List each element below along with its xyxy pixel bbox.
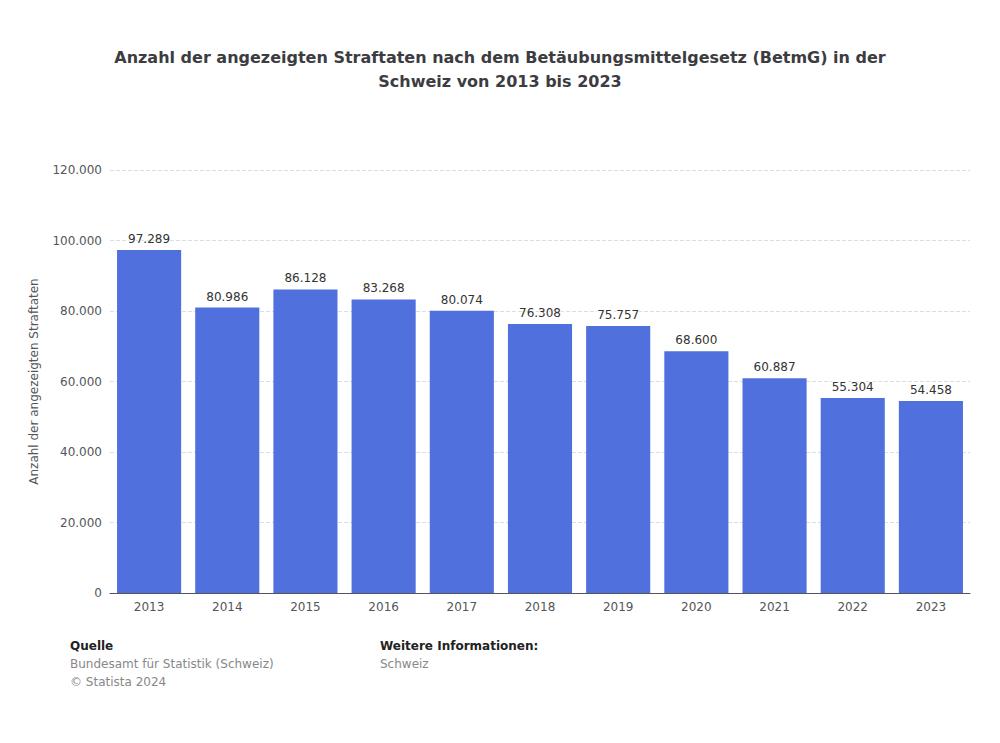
svg-text:80.000: 80.000 bbox=[60, 304, 102, 318]
svg-text:100.000: 100.000 bbox=[52, 234, 102, 248]
svg-text:2013: 2013 bbox=[134, 600, 165, 614]
svg-text:Anzahl der angezeigten Strafta: Anzahl der angezeigten Straftaten bbox=[27, 278, 41, 484]
svg-text:2023: 2023 bbox=[916, 600, 947, 614]
svg-text:Bundesamt für Statistik (Schwe: Bundesamt für Statistik (Schweiz) bbox=[70, 657, 274, 671]
svg-text:86.128: 86.128 bbox=[284, 271, 326, 285]
svg-text:Anzahl der angezeigten Strafta: Anzahl der angezeigten Straftaten nach d… bbox=[114, 48, 886, 67]
svg-text:40.000: 40.000 bbox=[60, 445, 102, 459]
svg-text:2019: 2019 bbox=[603, 600, 634, 614]
svg-text:60.887: 60.887 bbox=[754, 360, 796, 374]
svg-text:80.986: 80.986 bbox=[206, 290, 248, 304]
svg-text:83.268: 83.268 bbox=[363, 281, 405, 295]
svg-text:2020: 2020 bbox=[681, 600, 712, 614]
svg-text:0: 0 bbox=[94, 586, 102, 600]
svg-text:120.000: 120.000 bbox=[52, 163, 102, 177]
svg-text:Schweiz: Schweiz bbox=[380, 657, 429, 671]
svg-text:2018: 2018 bbox=[525, 600, 556, 614]
svg-text:2021: 2021 bbox=[759, 600, 790, 614]
svg-text:2022: 2022 bbox=[837, 600, 868, 614]
svg-text:Schweiz von 2013 bis 2023: Schweiz von 2013 bis 2023 bbox=[378, 72, 621, 91]
svg-text:2016: 2016 bbox=[368, 600, 399, 614]
svg-text:68.600: 68.600 bbox=[675, 333, 717, 347]
svg-text:75.757: 75.757 bbox=[597, 308, 639, 322]
svg-text:2017: 2017 bbox=[447, 600, 478, 614]
svg-text:80.074: 80.074 bbox=[441, 293, 483, 307]
svg-text:2014: 2014 bbox=[212, 600, 243, 614]
svg-text:Quelle: Quelle bbox=[70, 639, 113, 653]
svg-text:97.289: 97.289 bbox=[128, 232, 170, 246]
svg-text:Weitere Informationen:: Weitere Informationen: bbox=[380, 639, 538, 653]
svg-text:2015: 2015 bbox=[290, 600, 321, 614]
svg-text:© Statista 2024: © Statista 2024 bbox=[70, 675, 166, 689]
svg-text:60.000: 60.000 bbox=[60, 375, 102, 389]
svg-text:20.000: 20.000 bbox=[60, 516, 102, 530]
svg-text:54.458: 54.458 bbox=[910, 383, 952, 397]
svg-text:76.308: 76.308 bbox=[519, 306, 561, 320]
svg-text:55.304: 55.304 bbox=[832, 380, 874, 394]
